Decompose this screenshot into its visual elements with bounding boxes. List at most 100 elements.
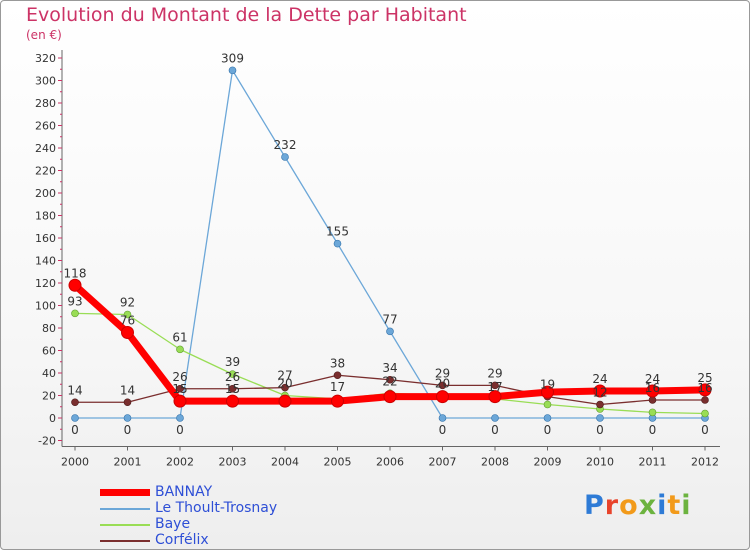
- data-point: [541, 385, 554, 399]
- data-label: 26: [172, 370, 187, 384]
- data-label: 232: [274, 138, 297, 152]
- data-point: [71, 309, 79, 318]
- data-point: [228, 66, 237, 75]
- data-point: [543, 414, 552, 422]
- data-label: 22: [382, 374, 397, 388]
- data-label: 25: [697, 371, 712, 385]
- data-point: [648, 396, 657, 404]
- data-label: 15: [225, 382, 240, 396]
- y-tick-label: 160: [35, 232, 56, 245]
- data-label: 20: [435, 377, 450, 391]
- chart-subtitle: (en €): [26, 28, 62, 42]
- data-label: 0: [491, 423, 499, 437]
- data-label: 34: [382, 361, 397, 375]
- y-tick-label: 260: [35, 120, 56, 133]
- logo-letter: P: [584, 490, 605, 521]
- data-point: [123, 398, 132, 407]
- y-tick-label: 0: [49, 412, 56, 425]
- legend-swatch-le-thoult-trosnay: [100, 508, 150, 510]
- x-tick-label: 2000: [61, 456, 89, 469]
- data-label: 76: [120, 314, 135, 328]
- legend-swatch-bannay: [100, 489, 150, 496]
- data-point: [123, 310, 132, 319]
- data-label: 27: [277, 369, 292, 383]
- data-point: [698, 383, 712, 397]
- data-label: 77: [382, 312, 397, 326]
- y-tick-label: 120: [35, 277, 56, 290]
- data-point: [491, 381, 499, 390]
- data-label: 20: [277, 377, 292, 391]
- data-point: [71, 414, 79, 422]
- logo-letter: i: [681, 490, 692, 521]
- y-tick-label: 20: [42, 390, 56, 403]
- data-label: 26: [225, 370, 240, 384]
- data-label: 38: [330, 356, 345, 370]
- data-label: 0: [71, 423, 79, 437]
- data-point: [173, 394, 187, 408]
- data-point: [281, 153, 289, 161]
- data-point: [436, 390, 449, 404]
- legend-item-bannay: BANNAY: [100, 484, 360, 500]
- data-label: 0: [544, 423, 552, 437]
- x-tick-label: 2007: [429, 456, 457, 469]
- data-label: 16: [697, 381, 712, 395]
- y-tick-label: 180: [35, 210, 56, 223]
- legend-item-corfelix: Corfélix: [100, 532, 360, 548]
- legend-item-baye: Baye: [100, 516, 360, 532]
- legend-label: Corfélix: [155, 532, 209, 548]
- data-label: 0: [701, 423, 709, 437]
- data-label: 29: [487, 366, 502, 380]
- logo-letter: x: [638, 490, 658, 521]
- data-label: 0: [596, 423, 604, 437]
- data-label: 24: [645, 372, 660, 386]
- y-tick-label: 80: [42, 322, 56, 335]
- legend-swatch-corfelix: [100, 540, 150, 542]
- data-point: [386, 375, 394, 384]
- logo-letter: i: [657, 490, 668, 521]
- data-point: [228, 384, 237, 393]
- data-label: 17: [487, 380, 502, 394]
- legend-label: Le Thoult-Trosnay: [155, 500, 278, 516]
- data-point: [596, 400, 604, 409]
- data-label: 155: [326, 225, 349, 239]
- x-tick-label: 2008: [481, 456, 509, 469]
- chart-title: Evolution du Montant de la Dette par Hab…: [26, 4, 467, 26]
- logo-letter: r: [604, 490, 620, 521]
- data-point: [596, 414, 604, 422]
- x-tick-label: 2001: [114, 456, 142, 469]
- data-point: [386, 327, 394, 336]
- data-label: 12: [592, 386, 607, 400]
- data-label: 61: [172, 330, 187, 344]
- data-label: 0: [176, 423, 184, 437]
- data-point: [71, 398, 79, 407]
- y-tick-label: 220: [35, 165, 56, 178]
- data-point: [226, 394, 239, 408]
- y-tick-label: 100: [35, 300, 56, 313]
- x-tick-label: 2004: [271, 456, 299, 469]
- x-tick-label: 2005: [324, 456, 352, 469]
- x-tick-label: 2011: [639, 456, 667, 469]
- data-point: [333, 239, 342, 248]
- data-label: 0: [649, 423, 657, 437]
- data-label: 0: [439, 423, 447, 437]
- legend-label: BANNAY: [155, 484, 213, 500]
- y-tick-label: -20: [38, 435, 56, 448]
- data-point: [278, 394, 292, 408]
- x-tick-label: 2012: [691, 456, 719, 469]
- data-point: [646, 384, 659, 398]
- y-tick-label: 320: [35, 52, 56, 65]
- legend-item-le-thoult-trosnay: Le Thoult-Trosnay: [100, 500, 360, 516]
- x-tick-label: 2002: [166, 456, 194, 469]
- proxiti-logo: Proxiti: [584, 490, 692, 521]
- data-point: [176, 345, 184, 354]
- data-point: [648, 408, 657, 417]
- y-tick-label: 280: [35, 97, 56, 110]
- legend: BANNAY Le Thoult-Trosnay Baye Corfélix: [100, 484, 360, 548]
- x-tick-label: 2003: [219, 456, 247, 469]
- data-point: [701, 409, 709, 418]
- y-tick-label: 40: [42, 367, 56, 380]
- data-point: [68, 278, 82, 292]
- data-label: 29: [435, 366, 450, 380]
- data-label: 14: [120, 383, 135, 397]
